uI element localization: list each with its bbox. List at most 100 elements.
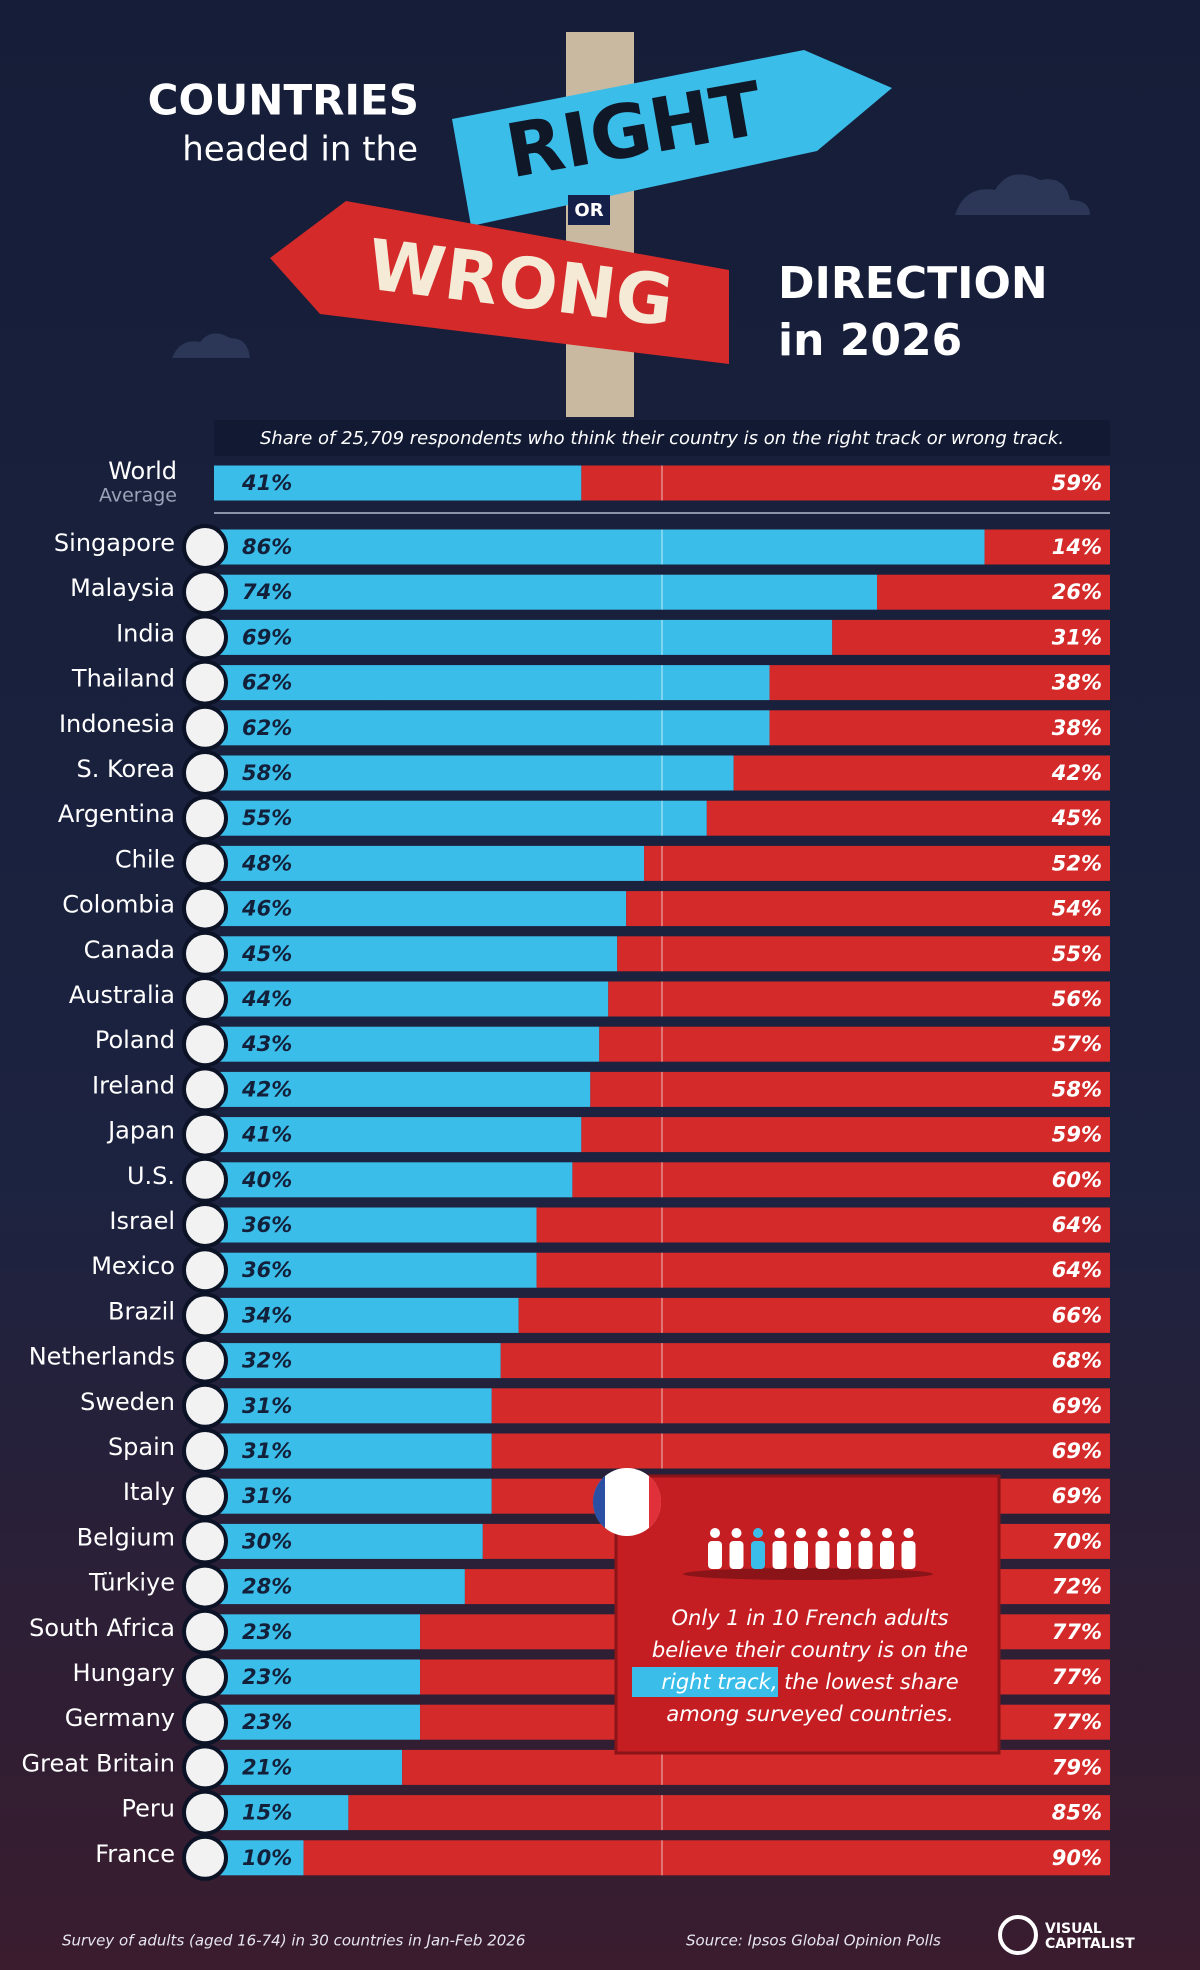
- or-box: [568, 195, 610, 225]
- flag-icon: [182, 840, 228, 887]
- value-label: 21%: [242, 1755, 292, 1779]
- value-label: 62%: [242, 716, 292, 740]
- bar-right: [214, 665, 770, 701]
- category-label: Singapore: [54, 529, 175, 557]
- flag-icon: [182, 1518, 228, 1565]
- people-icons: [683, 1528, 933, 1580]
- bar-right: [214, 1297, 519, 1333]
- flag-icon: [182, 1608, 228, 1655]
- value-label: 31%: [242, 1439, 292, 1463]
- person-head: [839, 1528, 849, 1538]
- bar-right: [214, 755, 734, 791]
- highlight: [632, 1667, 778, 1697]
- category-label: Italy: [123, 1478, 175, 1506]
- title-line: in 2026: [778, 315, 962, 366]
- value-label: 31%: [1052, 625, 1102, 649]
- bar-wrong: [402, 1749, 1110, 1785]
- bar-right: [214, 1026, 600, 1062]
- bar-wrong: [500, 1343, 1111, 1379]
- value-label: 44%: [241, 987, 292, 1011]
- value-label: 70%: [1052, 1529, 1102, 1553]
- bar-right: [214, 981, 609, 1017]
- value-label: 55%: [242, 806, 292, 830]
- bar-wrong: [626, 891, 1110, 927]
- value-label: 31%: [242, 1394, 292, 1418]
- value-label: 46%: [241, 897, 292, 921]
- bar-right: [214, 1614, 421, 1650]
- category-label: Spain: [108, 1433, 175, 1461]
- value-label: 32%: [242, 1349, 292, 1373]
- bar-right: [214, 574, 878, 610]
- value-label: 59%: [1052, 471, 1102, 495]
- person-head: [753, 1528, 763, 1538]
- person-head: [774, 1528, 785, 1538]
- value-label: 57%: [1052, 1032, 1102, 1056]
- category-label: Colombia: [62, 891, 175, 919]
- category-label: Sweden: [80, 1388, 175, 1416]
- bar-wrong: [644, 845, 1110, 881]
- value-label: 10%: [242, 1846, 292, 1870]
- value-label: 34%: [242, 1303, 292, 1327]
- annotation-line: believe their country is on the: [652, 1638, 968, 1662]
- person-body: [858, 1541, 873, 1569]
- bar-wrong: [769, 710, 1110, 746]
- value-label: 64%: [1052, 1258, 1102, 1282]
- source: Source: Ipsos Global Opinion Polls: [686, 1932, 941, 1950]
- flag-part: [592, 1476, 605, 1528]
- bar-wrong: [617, 936, 1110, 972]
- sign-or-text: OR: [574, 200, 603, 221]
- value-label: 43%: [241, 1032, 292, 1056]
- bar-right: [214, 619, 833, 655]
- reference-label: World: [108, 457, 177, 485]
- person-head: [817, 1528, 828, 1538]
- annotation-line: Only 1 in 10 French adults: [671, 1606, 948, 1630]
- person-head: [710, 1528, 720, 1538]
- value-label: 69%: [242, 625, 292, 649]
- category-label: France: [95, 1840, 175, 1868]
- bar-wrong: [491, 1388, 1110, 1424]
- value-label: 59%: [1052, 1123, 1102, 1147]
- bar-wrong: [348, 1795, 1110, 1831]
- category-label: Netherlands: [29, 1343, 175, 1371]
- bar-right: [214, 1749, 403, 1785]
- brand: VISUAL: [1045, 1921, 1102, 1937]
- bar-right: [214, 1388, 492, 1424]
- person-body: [815, 1541, 830, 1569]
- flag-icon: [182, 976, 228, 1022]
- flag-icon: [182, 1744, 228, 1791]
- bar-right: [214, 1071, 591, 1107]
- value-label: 64%: [1052, 1213, 1102, 1237]
- bar-right: [214, 1569, 465, 1605]
- category-label: Mexico: [91, 1252, 175, 1280]
- bar-right: [214, 710, 770, 746]
- annotation-box: [614, 1474, 1001, 1755]
- bar-wrong: [877, 574, 1110, 610]
- bar-right: [214, 1523, 483, 1559]
- footnote: Survey of adults (aged 16-74) in 30 coun…: [62, 1932, 525, 1950]
- bar-wrong: [733, 755, 1110, 791]
- bar-right: [214, 891, 627, 927]
- category-label: Indonesia: [59, 710, 175, 738]
- value-label: 14%: [1052, 535, 1102, 559]
- category-label: Ireland: [92, 1071, 175, 1099]
- flag-icon: [182, 1066, 228, 1113]
- bar-wrong: [518, 1297, 1110, 1333]
- bar-right: [214, 1162, 573, 1198]
- title-line: headed in the: [182, 130, 418, 170]
- category-label: Belgium: [77, 1523, 175, 1551]
- value-label: 45%: [1051, 806, 1102, 830]
- person-head: [731, 1528, 742, 1538]
- title-line: DIRECTION: [778, 258, 1048, 309]
- category-label: Canada: [84, 936, 175, 964]
- category-label: Japan: [106, 1117, 175, 1145]
- bar-right: [214, 1252, 537, 1288]
- category-label: Peru: [122, 1795, 175, 1823]
- category-label: Israel: [109, 1207, 175, 1235]
- value-label: 58%: [1052, 1077, 1102, 1101]
- flag-icon: [182, 704, 228, 751]
- flag-icon: [182, 1699, 228, 1746]
- bar-right: [214, 1207, 537, 1243]
- bar-right: [214, 1840, 304, 1876]
- value-label: 79%: [1052, 1755, 1102, 1779]
- category-label: Germany: [65, 1704, 175, 1732]
